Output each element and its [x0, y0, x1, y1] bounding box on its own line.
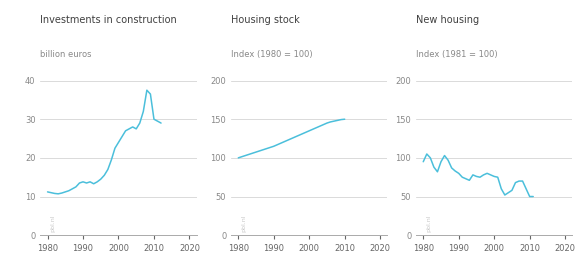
Text: pbl.nl: pbl.nl: [426, 214, 431, 232]
Text: billion euros: billion euros: [40, 50, 92, 59]
Text: Index (1980 = 100): Index (1980 = 100): [231, 50, 313, 59]
Text: pbl.nl: pbl.nl: [50, 214, 55, 232]
Text: Housing stock: Housing stock: [231, 15, 300, 25]
Text: New housing: New housing: [416, 15, 479, 25]
Text: pbl.nl: pbl.nl: [241, 214, 246, 232]
Text: Investments in construction: Investments in construction: [40, 15, 177, 25]
Text: Index (1981 = 100): Index (1981 = 100): [416, 50, 498, 59]
